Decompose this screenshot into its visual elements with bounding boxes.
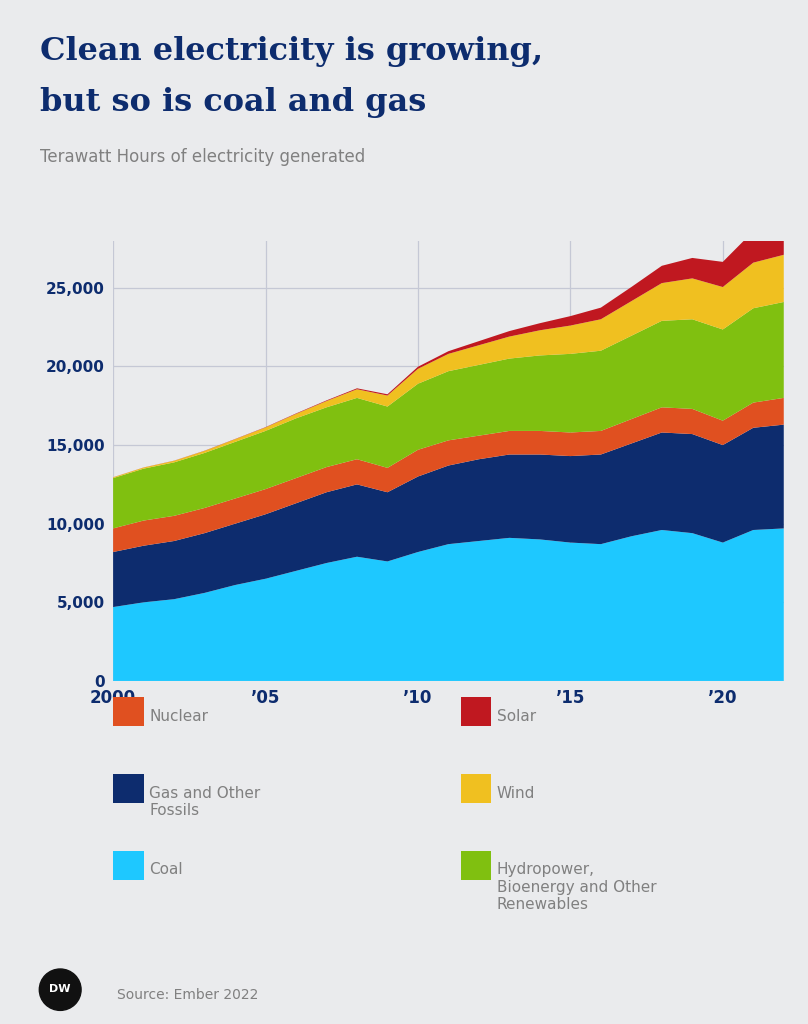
Text: Wind: Wind	[497, 785, 535, 801]
Text: Coal: Coal	[149, 862, 183, 878]
Text: Source: Ember 2022: Source: Ember 2022	[117, 988, 259, 1002]
Text: but so is coal and gas: but so is coal and gas	[40, 87, 427, 118]
Circle shape	[40, 969, 81, 1011]
Text: Terawatt Hours of electricity generated: Terawatt Hours of electricity generated	[40, 148, 366, 167]
Text: Solar: Solar	[497, 709, 536, 724]
Text: Hydropower,
Bioenergy and Other
Renewables: Hydropower, Bioenergy and Other Renewabl…	[497, 862, 657, 912]
Text: Clean electricity is growing,: Clean electricity is growing,	[40, 36, 544, 67]
Text: Gas and Other
Fossils: Gas and Other Fossils	[149, 785, 261, 818]
Text: DW: DW	[49, 984, 71, 994]
Text: Nuclear: Nuclear	[149, 709, 208, 724]
